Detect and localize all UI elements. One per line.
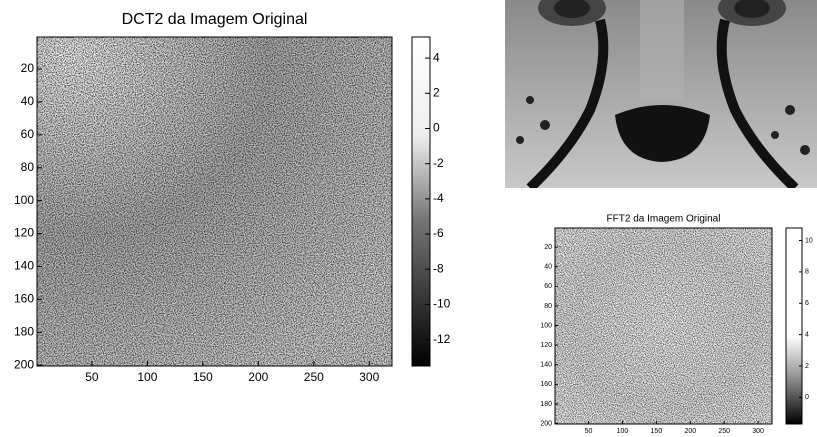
y-tick-label: 100 <box>540 322 552 329</box>
image-noise <box>555 228 772 424</box>
colorbar-tick-label: 10 <box>805 237 813 244</box>
y-tick-label: 180 <box>14 324 34 338</box>
colorbar <box>412 37 430 366</box>
y-tick-label: 200 <box>540 420 552 427</box>
y-tick-label: 160 <box>540 381 552 388</box>
image-noise <box>37 37 392 366</box>
y-tick-label: 60 <box>544 283 552 290</box>
colorbar-tick-label: -6 <box>433 226 444 240</box>
colorbar-tick-label: 0 <box>433 121 440 135</box>
x-tick-label: 250 <box>304 370 324 384</box>
colorbar-tick-label: 6 <box>805 300 809 307</box>
y-tick-label: 80 <box>21 160 35 174</box>
colorbar-tick-label: 4 <box>805 331 809 338</box>
colorbar-tick-label: -4 <box>433 191 444 205</box>
x-tick-label: 200 <box>248 370 268 384</box>
x-tick-label: 200 <box>684 428 696 435</box>
x-tick-label: 250 <box>718 428 730 435</box>
y-tick-label: 40 <box>21 94 35 108</box>
y-tick-label: 60 <box>21 127 35 141</box>
chart-title: FFT2 da Imagem Original <box>607 214 721 225</box>
colorbar-tick-label: 8 <box>805 269 809 276</box>
colorbar-tick-label: 2 <box>433 85 440 99</box>
y-tick-label: 80 <box>544 303 552 310</box>
y-tick-label: 20 <box>544 244 552 251</box>
colorbar-tick-label: 0 <box>805 394 809 401</box>
colorbar-tick-label: 4 <box>433 50 440 64</box>
colorbar-tick-label: -2 <box>433 156 444 170</box>
y-tick-label: 180 <box>540 401 552 408</box>
colorbar-tick-label: -8 <box>433 261 444 275</box>
colorbar-box <box>785 227 803 425</box>
chart-title: DCT2 da Imagem Original <box>122 11 308 28</box>
photo <box>505 0 817 188</box>
y-tick-label: 120 <box>14 226 34 240</box>
y-tick-label: 140 <box>540 362 552 369</box>
x-tick-label: 50 <box>85 370 99 384</box>
colorbar-tick-label: 2 <box>805 363 809 370</box>
x-tick-label: 100 <box>137 370 157 384</box>
y-tick-label: 120 <box>540 342 552 349</box>
y-tick-label: 40 <box>544 264 552 271</box>
x-tick-label: 300 <box>752 428 764 435</box>
axes-box <box>36 36 393 367</box>
colorbar-tick-label: -10 <box>433 297 451 311</box>
x-tick-label: 100 <box>617 428 629 435</box>
x-tick-label: 50 <box>585 428 593 435</box>
y-tick-label: 140 <box>14 259 34 273</box>
y-tick-label: 100 <box>14 193 34 207</box>
x-tick-label: 150 <box>651 428 663 435</box>
x-tick-label: 150 <box>193 370 213 384</box>
y-tick-label: 200 <box>14 357 34 371</box>
colorbar <box>786 228 802 424</box>
y-tick-label: 20 <box>21 61 35 75</box>
colorbar-box <box>411 36 431 367</box>
y-tick-label: 160 <box>14 292 34 306</box>
x-tick-label: 300 <box>359 370 379 384</box>
colorbar-tick-label: -12 <box>433 332 451 346</box>
